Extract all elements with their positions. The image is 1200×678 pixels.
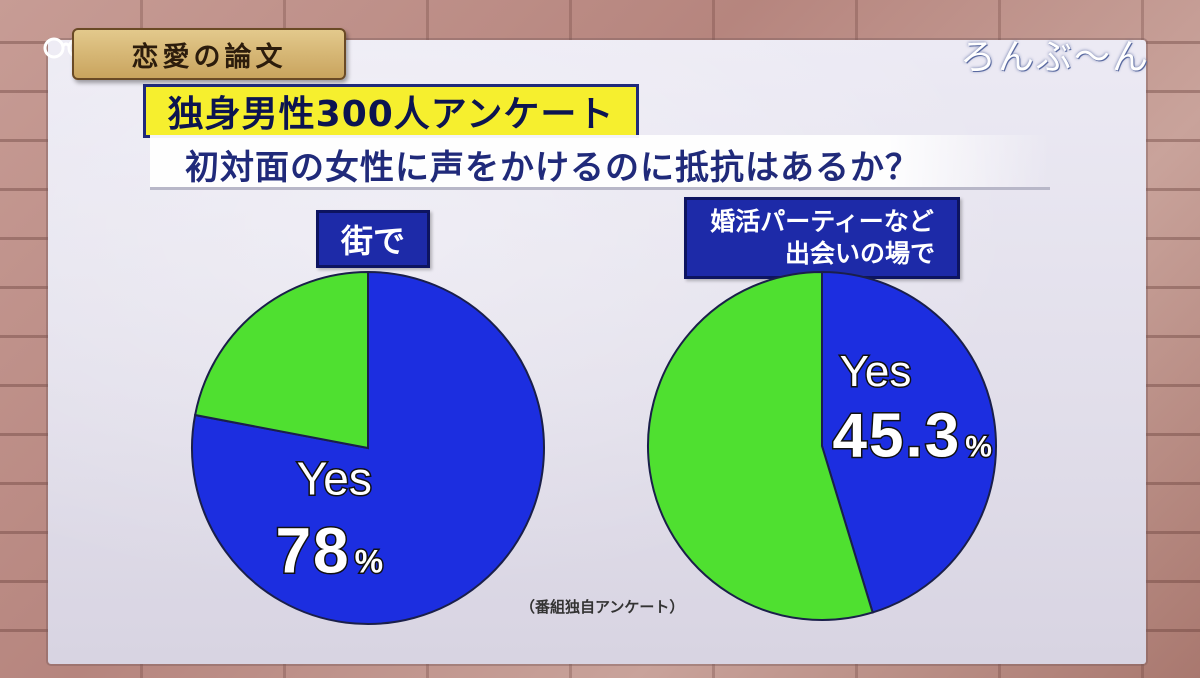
segment-title: 恋愛の論文: [131, 41, 287, 73]
chart-1-caption: 街で: [316, 210, 430, 268]
pie-1-slice-1: [191, 270, 545, 625]
pie-1-slice-2: [193, 270, 369, 450]
pie-1-percent-sign: %: [355, 544, 385, 580]
chart-2-title-line-2: 出会いの場で: [784, 239, 935, 268]
pie-2-slice-1: [821, 270, 997, 614]
pie-1-yes-value: 78%: [275, 515, 385, 587]
program-logo: ろんぶ〜ん: [959, 37, 1150, 78]
chart-1-title: 街で: [340, 222, 405, 260]
chart-2-title-line-1: 婚活パーティーなど: [710, 207, 934, 236]
source-note: （番組独自アンケート）: [520, 598, 685, 616]
pie-2-yes-label: Yes: [840, 347, 912, 396]
pie-chart-street: Yes 78%: [191, 270, 545, 625]
pie-2-percent-sign: %: [965, 431, 994, 464]
pie-1-yes-label: Yes: [297, 452, 372, 504]
survey-tag: 独身男性300人アンケート: [143, 84, 639, 138]
survey-question: 初対面の女性に声をかけるのに抵抗はあるか？: [185, 148, 920, 188]
chart-2-caption: 婚活パーティーなど 出会いの場で: [684, 197, 960, 279]
pie-2-slice-2: [647, 270, 874, 621]
pie-chart-matchmaking: Yes 45.3%: [647, 270, 997, 621]
pie-2-yes-value: 45.3%: [833, 402, 994, 471]
question-banner: [150, 135, 1050, 190]
survey-tag-label: 独身男性300人アンケート: [167, 94, 615, 135]
segment-title-scroll: 恋愛の論文: [72, 28, 346, 80]
